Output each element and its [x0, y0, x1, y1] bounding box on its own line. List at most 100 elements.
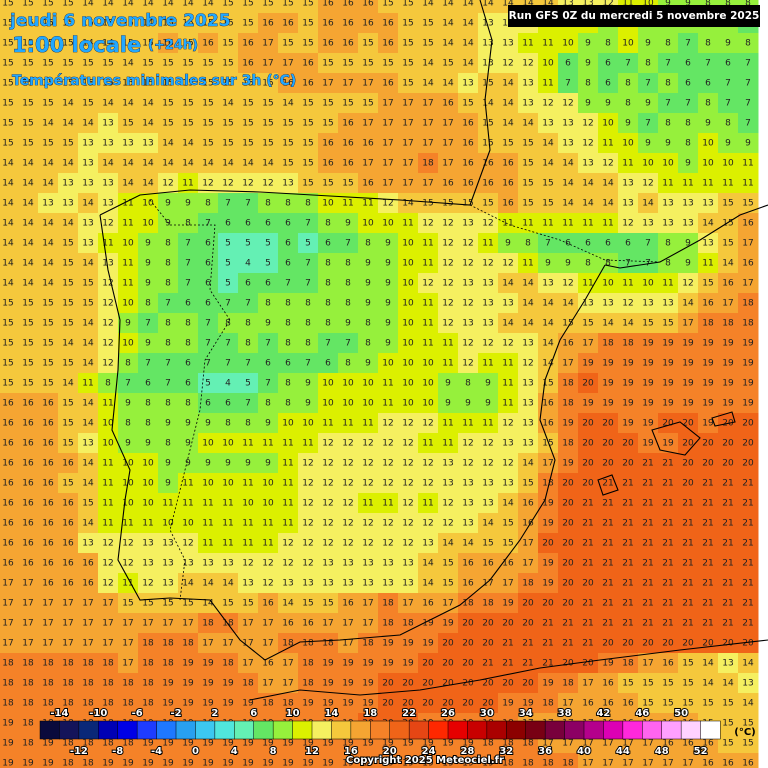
temperature-cell	[498, 93, 519, 114]
temperature-value: 14	[182, 0, 194, 9]
temperature-value: 15	[182, 599, 193, 609]
temperature-value: 13	[122, 139, 133, 149]
temperature-cell	[298, 133, 319, 154]
temperature-value: 19	[342, 679, 354, 689]
temperature-value: 8	[265, 399, 271, 409]
temperature-value: 21	[722, 599, 733, 609]
temperature-value: 12	[382, 519, 393, 529]
temperature-value: 11	[222, 499, 233, 509]
temperature-value: 17	[362, 599, 373, 609]
temperature-value: 9	[345, 219, 351, 229]
temperature-value: 12	[102, 359, 113, 369]
colorbar-label: 42	[596, 708, 610, 719]
colorbar-swatch	[467, 720, 488, 740]
temperature-value: 7	[185, 259, 191, 269]
temperature-value: 11	[242, 539, 253, 549]
colorbar-swatch	[583, 720, 604, 740]
temperature-value: 10	[362, 399, 374, 409]
temperature-cell	[338, 213, 359, 234]
temperature-value: 14	[202, 159, 214, 169]
temperature-value: 19	[2, 739, 14, 749]
temperature-cell	[238, 133, 259, 154]
temperature-value: 14	[182, 579, 194, 589]
temperature-value: 9	[205, 419, 211, 429]
temperature-value: 10	[362, 379, 374, 389]
temperature-value: 18	[82, 659, 94, 669]
temperature-value: 8	[165, 279, 171, 289]
temperature-value: 12	[522, 359, 533, 369]
temperature-value: 13	[302, 579, 313, 589]
temperature-value: 19	[362, 659, 374, 669]
temperature-value: 19	[582, 399, 594, 409]
temperature-value: 15	[422, 39, 433, 49]
temperature-cell	[358, 213, 379, 234]
temperature-value: 11	[382, 499, 393, 509]
temperature-cell	[618, 33, 639, 54]
temperature-value: 19	[162, 759, 174, 768]
temperature-value: 14	[142, 179, 154, 189]
temperature-cell	[138, 73, 159, 94]
temperature-cell	[238, 193, 259, 214]
temperature-value: 12	[422, 479, 433, 489]
temperature-value: 19	[302, 759, 314, 768]
temperature-cell	[678, 53, 699, 74]
temperature-value: 15	[82, 59, 93, 69]
temperature-value: 15	[42, 0, 53, 9]
temperature-value: 17	[522, 559, 533, 569]
temperature-value: 10	[202, 479, 214, 489]
temperature-value: 7	[205, 219, 211, 229]
temperature-cell	[198, 93, 219, 114]
temperature-value: 16	[382, 19, 394, 29]
temperature-cell	[598, 53, 619, 74]
temperature-value: 21	[682, 519, 693, 529]
temperature-value: 18	[382, 619, 394, 629]
temperature-value: 17	[22, 619, 33, 629]
temperature-cell	[258, 33, 279, 54]
temperature-value: 19	[662, 399, 674, 409]
temperature-value: 4	[245, 259, 251, 269]
temperature-value: 12	[402, 479, 413, 489]
temperature-value: 20	[582, 419, 594, 429]
temperature-value: 11	[422, 499, 433, 509]
temperature-cell	[258, 113, 279, 134]
temperature-cell	[438, 33, 459, 54]
temperature-value: 12	[362, 459, 373, 469]
temperature-value: 13	[562, 139, 573, 149]
temperature-value: 15	[742, 739, 753, 749]
temperature-cell	[18, 33, 39, 54]
temperature-value: 7	[225, 199, 231, 209]
temperature-value: 19	[642, 359, 654, 369]
temperature-value: 6	[725, 59, 731, 69]
temperature-value: 16	[462, 119, 474, 129]
temperature-value: 7	[645, 119, 651, 129]
temperature-cell	[418, 173, 439, 194]
temperature-value: 15	[82, 99, 93, 109]
temperature-cell	[318, 53, 339, 74]
temperature-cell	[738, 153, 759, 174]
temperature-value: 20	[382, 699, 394, 709]
temperature-cell	[638, 113, 659, 134]
temperature-value: 16	[702, 299, 714, 309]
temperature-value: 18	[282, 639, 294, 649]
temperature-value: 9	[645, 39, 651, 49]
temperature-value: 11	[662, 279, 673, 289]
temperature-value: 6	[205, 399, 211, 409]
temperature-value: 7	[745, 99, 751, 109]
temperature-value: 16	[2, 459, 14, 469]
temperature-value: 15	[62, 479, 73, 489]
temperature-value: 14	[502, 99, 514, 109]
temperature-value: 15	[2, 379, 13, 389]
temperature-value: 20	[742, 639, 754, 649]
temperature-value: 13	[702, 199, 713, 209]
temperature-value: 18	[2, 679, 14, 689]
temperature-value: 12	[102, 539, 113, 549]
temperature-value: 6	[285, 359, 291, 369]
temperature-value: 21	[662, 519, 673, 529]
temperature-value: 20	[702, 439, 714, 449]
temperature-value: 7	[305, 219, 311, 229]
temperature-cell	[458, 153, 479, 174]
temperature-value: 11	[702, 179, 713, 189]
temperature-cell	[118, 53, 139, 74]
temperature-value: 9	[745, 139, 751, 149]
